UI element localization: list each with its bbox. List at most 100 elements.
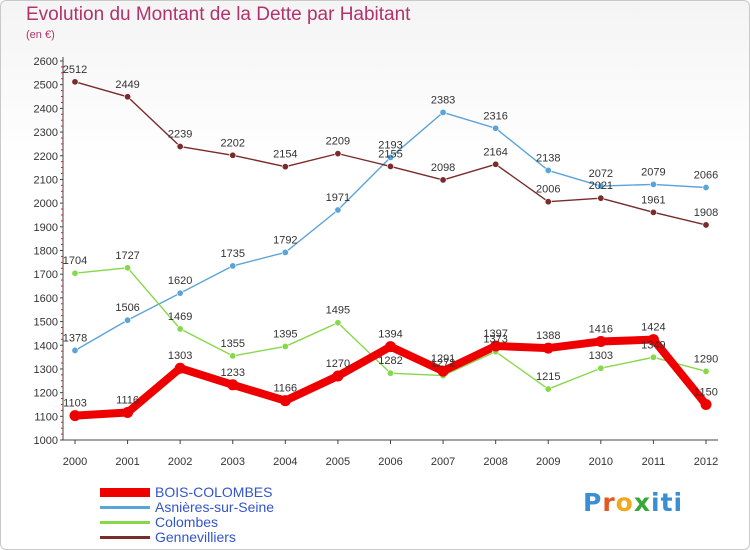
data-label-gennevilliers: 2239 [168,129,192,141]
data-label-colombes: 1495 [326,305,350,317]
data-label-colombes: 1355 [221,338,245,350]
data-label-asni-res-sur-seine: 1620 [168,275,192,287]
point-asni-res-sur-seine [334,206,342,214]
y-tick-label: 2600 [34,56,58,68]
x-tick-label: 2012 [694,456,718,468]
point-bois-colombes [647,334,659,346]
data-label-bois-colombes: 1397 [483,328,507,340]
point-colombes [386,369,394,377]
data-label-colombes: 1395 [273,328,297,340]
data-labels: 1378 1506 1620 1735 1792 1971 2193 2383 2316 2138… [63,64,718,410]
data-label-gennevilliers: 1961 [641,194,665,206]
y-tick-label: 2000 [34,198,58,210]
data-label-colombes: 1282 [378,355,402,367]
point-gennevilliers [281,163,289,171]
point-gennevilliers [176,143,184,151]
point-gennevilliers [439,176,447,184]
point-bois-colombes [227,379,239,391]
logo-letter: P [583,488,603,517]
logo-letter: r [602,488,616,517]
data-label-colombes: 1469 [168,311,192,323]
series-points [69,78,712,422]
y-tick-label: 1700 [34,269,58,281]
data-label-asni-res-sur-seine: 2072 [589,168,613,180]
point-colombes [649,353,657,361]
data-label-bois-colombes: 1103 [63,398,87,410]
data-label-bois-colombes: 1166 [274,383,298,395]
point-bois-colombes [700,398,712,410]
data-label-colombes: 1349 [641,339,665,351]
x-axis: 2000 2001 2002 2003 2004 2005 2006 2007 2008 2009… [63,439,718,468]
point-asni-res-sur-seine [71,346,79,354]
point-asni-res-sur-seine [492,124,500,132]
data-label-bois-colombes: 1150 [694,386,718,398]
data-label-bois-colombes: 1416 [589,323,613,335]
y-tick-label: 2400 [34,103,58,115]
y-tick-label: 2300 [34,127,58,139]
data-label-gennevilliers: 2164 [483,146,507,158]
point-asni-res-sur-seine [386,153,394,161]
data-label-gennevilliers: 2021 [589,180,613,192]
y-tick-label: 1100 [34,411,58,423]
data-label-colombes: 1272 [431,358,455,370]
data-label-asni-res-sur-seine: 2079 [641,166,665,178]
data-label-asni-res-sur-seine: 1971 [326,192,350,204]
x-tick-label: 2009 [536,456,560,468]
data-label-asni-res-sur-seine: 2383 [431,94,455,106]
data-label-asni-res-sur-seine: 2193 [378,139,402,151]
point-bois-colombes [122,407,134,419]
point-gennevilliers [229,151,237,159]
data-label-bois-colombes: 1388 [536,330,560,342]
data-label-colombes: 1290 [694,353,718,365]
point-gennevilliers [386,162,394,170]
logo-letter: o [615,488,634,517]
x-tick-label: 2004 [273,456,297,468]
chart-title: Evolution du Montant de la Dette par Hab… [26,4,411,25]
data-label-asni-res-sur-seine: 2316 [483,110,507,122]
data-label-colombes: 1215 [536,371,560,383]
data-label-gennevilliers: 2006 [536,184,560,196]
point-asni-res-sur-seine [124,316,132,324]
x-tick-label: 2011 [642,456,666,468]
logo-letter: t [660,488,674,517]
data-label-gennevilliers: 2155 [378,148,402,160]
data-label-colombes: 1303 [589,350,613,362]
point-bois-colombes [542,342,554,354]
point-asni-res-sur-seine [702,183,710,191]
point-asni-res-sur-seine [439,108,447,116]
point-gennevilliers [334,150,342,158]
point-gennevilliers [649,208,657,216]
point-colombes [124,264,132,272]
point-bois-colombes [332,370,344,382]
point-asni-res-sur-seine [281,248,289,256]
point-asni-res-sur-seine [176,289,184,297]
data-label-gennevilliers: 2449 [115,79,139,91]
x-tick-label: 2003 [221,456,245,468]
logo-letter: i [651,488,661,517]
x-tick-label: 2002 [168,456,192,468]
y-tick-label: 1500 [34,317,58,329]
point-colombes [597,364,605,372]
data-label-asni-res-sur-seine: 2066 [694,169,718,181]
data-label-asni-res-sur-seine: 1506 [115,302,139,314]
point-asni-res-sur-seine [649,180,657,188]
data-label-bois-colombes: 1270 [326,358,350,370]
x-tick-label: 2000 [63,456,87,468]
x-tick-label: 2001 [115,456,139,468]
y-tick-label: 2100 [34,174,58,186]
data-label-asni-res-sur-seine: 1735 [221,248,245,260]
point-colombes [176,325,184,333]
y-axis: 1000 1100 1200 1300 1400 1500 1600 1700 1800 1900… [34,56,64,447]
point-gennevilliers [71,78,79,86]
data-label-gennevilliers: 2202 [221,137,245,149]
data-label-asni-res-sur-seine: 1378 [63,332,87,344]
point-gennevilliers [597,194,605,202]
y-tick-label: 1600 [34,293,58,305]
y-tick-label: 1800 [34,246,58,258]
legend-label: Colombes [155,514,219,530]
point-colombes [71,269,79,277]
point-bois-colombes [385,341,396,353]
logo-letter: i [673,488,684,517]
